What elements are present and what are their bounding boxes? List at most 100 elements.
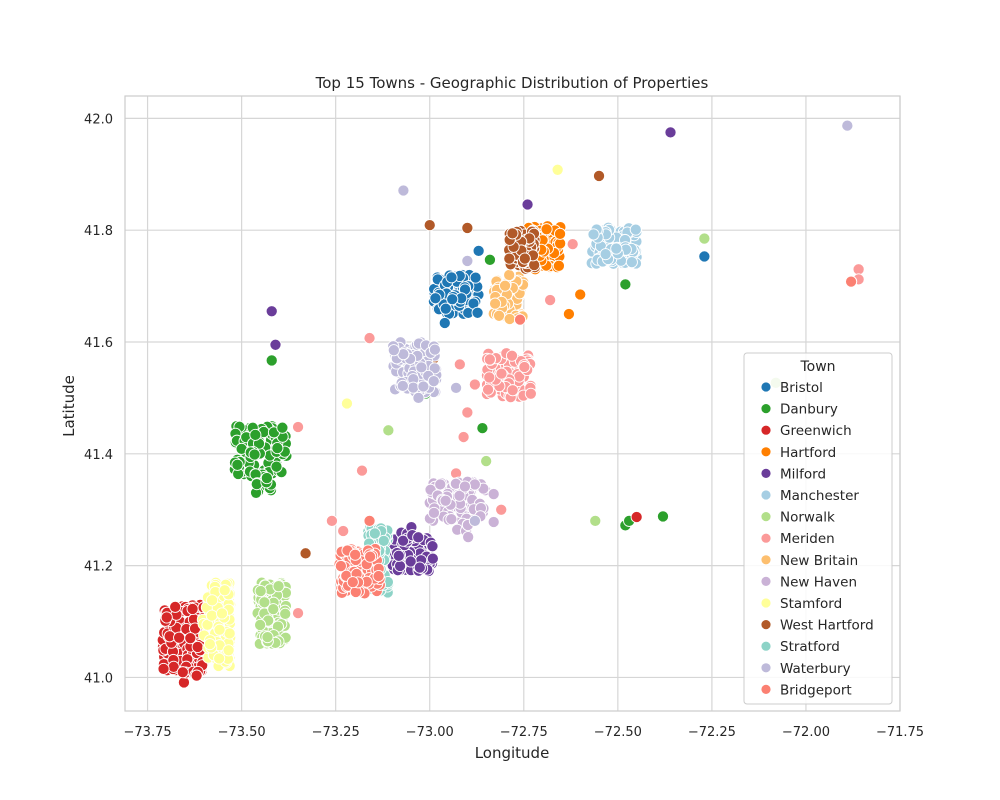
point-stamford: [213, 623, 226, 636]
point-bristol: [472, 244, 485, 257]
point-norwalk: [254, 585, 267, 598]
legend-label: Milford: [780, 466, 826, 482]
point-bridgeport: [372, 570, 385, 583]
point-norwalk: [272, 580, 285, 593]
point-danbury: [619, 278, 632, 291]
x-tick-label: −73.75: [124, 725, 172, 740]
chart-title: Top 15 Towns - Geographic Distribution o…: [315, 74, 709, 92]
point-stamford: [551, 163, 564, 176]
point-norwalk: [698, 232, 711, 245]
tick-labels: −73.75 −73.50 −73.25 −73.00 −72.75 −72.50 −72.…: [84, 112, 924, 740]
y-tick-label: 42.0: [84, 112, 113, 127]
point-stamford: [223, 627, 236, 640]
point-danbury: [249, 428, 262, 441]
legend-marker: [760, 511, 772, 522]
legend-marker: [760, 424, 772, 436]
point-greenwich: [186, 602, 199, 615]
point-meriden: [495, 503, 508, 516]
point-bridgeport: [346, 576, 359, 589]
point-meriden: [518, 360, 531, 374]
point-new-haven: [487, 515, 500, 529]
point-stamford: [218, 584, 231, 597]
point-manchester: [587, 228, 600, 241]
point-waterbury: [396, 379, 409, 392]
point-meriden: [544, 294, 557, 307]
point-new-haven: [439, 494, 452, 507]
point-norwalk: [480, 455, 493, 468]
point-meriden: [325, 514, 338, 527]
point-norwalk: [279, 607, 292, 620]
legend-box: [743, 352, 893, 705]
y-tick-label: 41.0: [84, 671, 113, 686]
legend-marker: [760, 381, 772, 393]
point-norwalk: [258, 596, 271, 609]
legend-marker: [760, 489, 772, 501]
x-axis-label: Longitude: [475, 744, 550, 762]
point-west-hartford: [592, 169, 606, 182]
point-stamford: [203, 638, 216, 651]
legend-label: New Britain: [780, 553, 858, 569]
point-west-hartford: [423, 219, 436, 232]
point-hartford: [574, 288, 587, 301]
legend-title: Town: [799, 359, 835, 375]
point-stamford: [340, 397, 354, 410]
legend-marker: [760, 619, 772, 630]
point-meriden: [495, 367, 508, 380]
point-new-britain: [489, 297, 502, 310]
point-meriden: [524, 387, 537, 400]
point-waterbury: [427, 375, 440, 388]
point-bristol: [429, 292, 442, 305]
point-waterbury: [415, 361, 428, 374]
point-new-haven: [453, 489, 466, 502]
point-greenwich: [184, 632, 197, 645]
point-meriden: [355, 464, 369, 477]
point-bristol: [446, 293, 459, 306]
point-meriden: [852, 263, 865, 276]
point-new-haven: [487, 488, 500, 501]
point-meriden: [468, 378, 481, 391]
point-bristol: [469, 271, 482, 284]
point-milford: [664, 126, 677, 139]
legend-marker: [760, 662, 772, 674]
point-hartford: [562, 307, 575, 321]
point-west-hartford: [299, 547, 312, 560]
point-new-britain: [503, 312, 516, 326]
y-tick-label: 41.4: [84, 448, 113, 463]
point-hartford: [552, 259, 565, 272]
point-stratford: [377, 534, 390, 547]
point-greenwich: [160, 611, 173, 624]
point-waterbury: [841, 119, 854, 132]
point-norwalk: [261, 631, 274, 644]
legend-label: Waterbury: [780, 661, 851, 677]
point-danbury: [248, 448, 261, 461]
point-stamford: [213, 652, 226, 665]
point-danbury: [231, 458, 244, 471]
legend-marker: [760, 446, 772, 458]
point-norwalk: [589, 514, 602, 527]
point-meriden: [505, 349, 519, 362]
point-greenwich: [169, 600, 182, 613]
point-stratford: [368, 527, 381, 540]
point-bristol: [445, 271, 458, 284]
point-meriden: [337, 524, 350, 538]
point-hartford: [540, 223, 553, 236]
point-milford: [397, 534, 410, 547]
x-tick-label: −73.50: [218, 725, 266, 740]
point-meriden: [363, 332, 376, 345]
legend-marker: [760, 554, 772, 566]
point-new-britain: [493, 309, 506, 322]
point-milford: [404, 555, 417, 568]
point-bridgeport: [513, 313, 527, 326]
point-bridgeport: [845, 275, 858, 288]
legend-marker: [760, 532, 772, 544]
point-stamford: [205, 609, 218, 622]
point-new-haven: [427, 506, 441, 519]
point-danbury: [476, 422, 489, 435]
point-danbury: [271, 442, 284, 455]
point-milford: [426, 540, 439, 553]
point-waterbury: [428, 343, 441, 356]
point-waterbury: [468, 514, 481, 527]
point-meriden: [482, 383, 495, 396]
legend-marker: [760, 576, 772, 587]
point-new-haven: [434, 478, 447, 491]
